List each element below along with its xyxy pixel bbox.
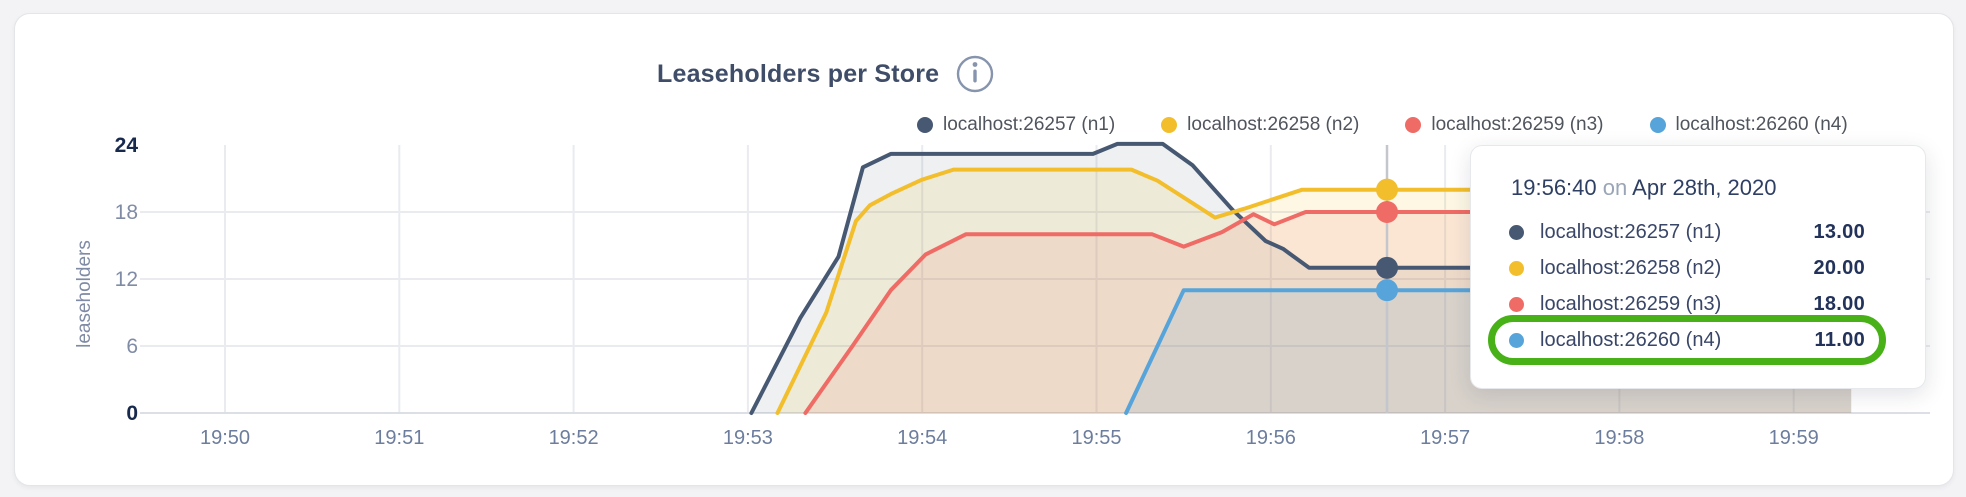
- legend-dot: [1405, 117, 1422, 133]
- tooltip-timestamp: 19:56:40 on Apr 28th, 2020: [1511, 175, 1865, 201]
- legend: localhost:26257 (n1) localhost:26258 (n2)…: [917, 114, 1848, 136]
- y-axis-label: leaseholders: [74, 240, 95, 348]
- x-tick-label: 19:51: [374, 427, 424, 449]
- series-line-3: [803, 210, 1854, 415]
- x-tick-label: 19:55: [1071, 427, 1121, 449]
- chart-header: Leaseholders per Store: [657, 54, 995, 94]
- legend-item-n2: localhost:26258 (n2): [1161, 114, 1359, 136]
- x-tick-label: 19:58: [1594, 427, 1644, 449]
- tooltip-row-dot: [1509, 224, 1524, 240]
- tooltip-row-label: localhost:26259 (n3): [1540, 292, 1722, 315]
- legend-dot: [1649, 117, 1666, 133]
- legend-item-label: localhost:26257 (n1): [943, 114, 1116, 135]
- legend-item-n4: localhost:26260 (n4): [1649, 114, 1848, 136]
- tooltip-row-label: localhost:26258 (n2): [1540, 256, 1722, 279]
- chart-card: Leaseholders per Store localhost:26257 (…: [14, 13, 1954, 486]
- chart-title: Leaseholders per Store: [657, 59, 940, 88]
- y-tick-label: 24: [115, 134, 139, 157]
- info-icon[interactable]: [955, 54, 995, 94]
- hover-dot-3: [1376, 200, 1399, 223]
- tooltip-row-label: localhost:26260 (n4): [1540, 328, 1722, 351]
- tooltip-row-label: localhost:26257 (n1): [1540, 220, 1722, 243]
- legend-dot: [917, 117, 933, 133]
- hover-dot-4: [1376, 279, 1399, 302]
- tooltip-time: 19:56:40: [1511, 175, 1597, 200]
- x-tick-label: 19:57: [1420, 427, 1470, 449]
- tooltip-row-value: 13.00: [1813, 220, 1865, 243]
- tooltip-row-value: 11.00: [1814, 328, 1865, 351]
- hover-dot-2: [1376, 178, 1399, 201]
- x-tick-label: 19:59: [1769, 427, 1819, 449]
- y-tick-label: 6: [126, 335, 138, 358]
- y-tick-label: 18: [115, 201, 138, 224]
- tooltip-row-value: 18.00: [1813, 292, 1865, 315]
- tooltip-row-dot: [1509, 332, 1524, 348]
- y-tick-label: 0: [126, 402, 138, 425]
- hover-dot-1: [1376, 256, 1399, 279]
- legend-item-n3: localhost:26259 (n3): [1405, 114, 1604, 136]
- tooltip-row: localhost:26258 (n2) 20.00: [1495, 250, 1879, 286]
- tooltip-row-value: 20.00: [1813, 256, 1865, 279]
- x-tick-label: 19:53: [723, 427, 773, 449]
- legend-item-label: localhost:26259 (n3): [1431, 114, 1604, 135]
- tooltip-date: Apr 28th, 2020: [1632, 175, 1777, 200]
- legend-dot: [1161, 117, 1178, 133]
- y-tick-label: 12: [115, 268, 138, 291]
- legend-item-label: localhost:26260 (n4): [1675, 114, 1848, 135]
- legend-item-label: localhost:26258 (n2): [1187, 114, 1360, 135]
- series-line-2: [775, 167, 1854, 415]
- tooltip-row-dot: [1509, 296, 1524, 312]
- x-tick-label: 19:52: [549, 427, 599, 449]
- legend-item-n1: localhost:26257 (n1): [917, 114, 1115, 136]
- tooltip-row: localhost:26257 (n1) 13.00: [1495, 214, 1879, 250]
- tooltip-row-highlighted: localhost:26260 (n4) 11.00: [1488, 315, 1886, 365]
- tooltip-row-dot: [1509, 260, 1524, 276]
- series-line-1: [749, 141, 1854, 415]
- x-tick-label: 19:54: [897, 427, 947, 449]
- x-tick-label: 19:50: [200, 427, 250, 449]
- tooltip-rows: localhost:26257 (n1) 13.00 localhost:26258…: [1488, 214, 1886, 365]
- x-tick-label: 19:56: [1246, 427, 1296, 449]
- chart-tooltip: 19:56:40 on Apr 28th, 2020 localhost:262…: [1470, 145, 1926, 389]
- tooltip-row: localhost:26259 (n3) 18.00: [1495, 286, 1879, 322]
- tooltip-conjunction: on: [1602, 175, 1628, 200]
